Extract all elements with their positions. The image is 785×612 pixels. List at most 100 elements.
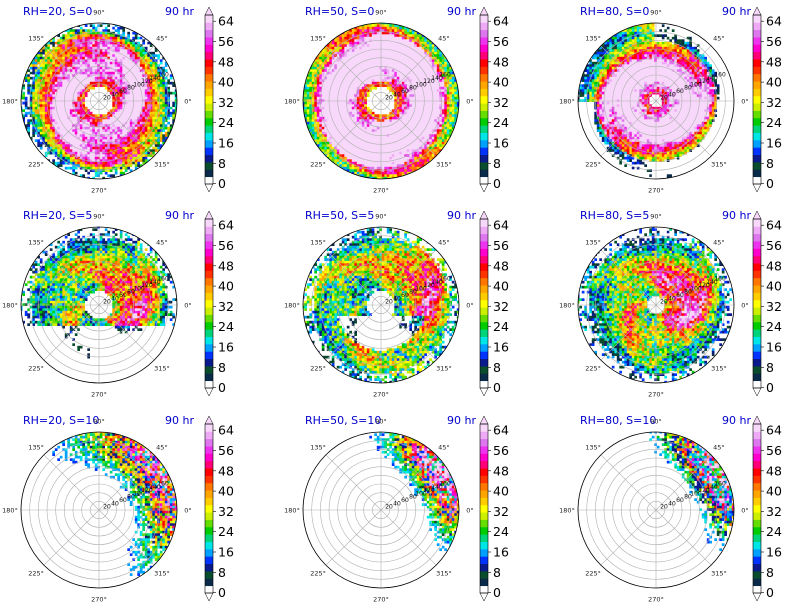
polar-spoke [43, 100, 100, 157]
angle-tick-label: 225° [28, 364, 44, 372]
polar-spoke [325, 100, 382, 157]
angle-tick-label: 90° [93, 418, 105, 426]
angle-tick-label: 45° [156, 35, 168, 43]
colorbar-segment [205, 453, 213, 462]
radius-tick-label: 20 [103, 299, 111, 306]
angle-tick-label: 180° [559, 507, 575, 515]
colorbar-segment [480, 277, 488, 286]
colorbar-tick-label: 48 [218, 54, 234, 69]
angle-tick-label: 0° [741, 507, 748, 515]
colorbar-tick-label: 24 [493, 115, 509, 130]
radius-tick-label: 160 [157, 72, 169, 79]
colorbar-tick-label: 48 [218, 258, 234, 273]
colorbar-segment [205, 468, 213, 476]
polar-frame [302, 226, 460, 384]
colorbar-extend-top [752, 415, 762, 425]
colorbar-segment [205, 44, 213, 53]
colorbar-segment [753, 95, 761, 104]
radius-tick-label: 100 [133, 81, 145, 88]
colorbar-segment [753, 380, 761, 389]
colorbar-segment [480, 556, 488, 565]
colorbar-segment [753, 314, 761, 323]
angle-tick-label: 180° [2, 507, 18, 515]
colorbar-frame [479, 14, 489, 185]
rainfall-field [649, 432, 734, 551]
radius-tick-label: 80 [127, 289, 135, 296]
radius-tick-label: 140 [706, 279, 718, 286]
colorbar-tick-label: 24 [766, 319, 782, 334]
colorbar-segment [205, 154, 213, 163]
radius-tick-label: 20 [103, 95, 111, 102]
radius-tick-label: 20 [385, 299, 393, 306]
panel-time-label: 90 hr [447, 209, 476, 222]
colorbar-segment [480, 241, 488, 249]
angle-tick-label: 135° [585, 444, 601, 452]
colorbar-tick-label: 32 [493, 504, 509, 519]
colorbar-segment [480, 44, 488, 53]
colorbar-tick-label: 24 [766, 524, 782, 539]
polar-spoke [98, 45, 155, 102]
colorbar-tick-label: 16 [218, 136, 234, 151]
radius-tick-label: 60 [119, 497, 127, 504]
colorbar-tick-label: 16 [218, 340, 234, 355]
radius-tick-label: 40 [111, 295, 119, 302]
radius-tick-label: 140 [149, 75, 161, 82]
colorbar-extend-bottom [752, 183, 762, 193]
colorbar-segment [205, 431, 213, 440]
colorbar-tick-label: 64 [766, 423, 782, 438]
rainfall-field [303, 23, 459, 179]
polar-panel-9: RH=80, S=10 90 hr 0° 45° 90° 135° 180° 225° 270°… [559, 414, 782, 604]
colorbar-segment [205, 66, 213, 75]
colorbar-segment [205, 248, 213, 257]
angle-tick-label: 0° [466, 98, 473, 106]
colorbar-segment [753, 534, 761, 542]
radius-tick-label: 20 [385, 95, 393, 102]
colorbar-segment [753, 270, 761, 279]
colorbar-tick-label: 64 [766, 14, 782, 29]
colorbar-tick-label: 48 [493, 258, 509, 273]
colorbar-segment [480, 29, 488, 38]
radius-tick-label: 40 [111, 500, 119, 507]
angle-tick-label: 180° [2, 302, 18, 310]
colorbar-tick-label: 48 [766, 258, 782, 273]
angle-tick-label: 135° [310, 35, 326, 43]
colorbar-segment [753, 233, 761, 242]
colorbar-segment [205, 147, 213, 156]
colorbar-segment [480, 132, 488, 141]
colorbar-tick-label: 32 [766, 504, 782, 519]
colorbar-segment [753, 460, 761, 469]
colorbar-segment [205, 570, 213, 579]
angle-tick-label: 315° [154, 364, 170, 372]
colorbar-extend-top [752, 210, 762, 220]
polar-spoke [98, 454, 155, 511]
colorbar-segment [205, 380, 213, 389]
panel-title: RH=20, S=10 [23, 414, 99, 427]
colorbar-segment [753, 519, 761, 528]
angle-tick-label: 315° [436, 160, 452, 168]
colorbar-segment [480, 307, 488, 315]
colorbar-segment [205, 578, 213, 587]
colorbar-segment [205, 314, 213, 323]
radius-tick-label: 80 [409, 289, 417, 296]
polar-frame [302, 431, 460, 589]
colorbar-tick-label: 16 [493, 545, 509, 560]
colorbar-segment [205, 29, 213, 38]
colorbar-segment [480, 314, 488, 323]
radius-tick-label: 120 [423, 487, 435, 494]
radius-tick-label: 60 [119, 292, 127, 299]
colorbar-segment [753, 526, 761, 535]
colorbar-segment [205, 51, 213, 60]
angle-tick-label: 45° [438, 444, 450, 452]
colorbar-tick-label: 56 [493, 443, 509, 458]
colorbar-segment [205, 519, 213, 528]
polar-spoke [655, 100, 712, 157]
radius-tick-label: 100 [133, 285, 145, 292]
polar-spoke [380, 454, 437, 511]
colorbar-segment [205, 285, 213, 293]
colorbar-segment [753, 161, 761, 170]
angle-tick-label: 135° [585, 239, 601, 247]
angle-tick-label: 90° [93, 213, 105, 221]
colorbar-tick-label: 16 [766, 136, 782, 151]
colorbar-segment [480, 233, 488, 242]
colorbar-segment [753, 88, 761, 97]
